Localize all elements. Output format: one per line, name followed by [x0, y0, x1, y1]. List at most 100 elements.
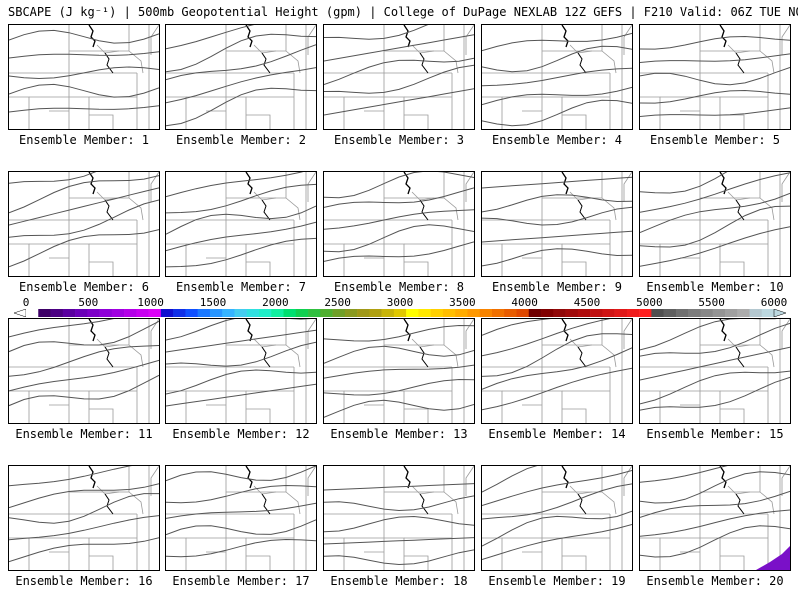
- state-border: [404, 555, 429, 570]
- state-border: [601, 491, 617, 515]
- colorbar-tick-label: 3000: [386, 296, 414, 309]
- colorbar-swatch: [148, 309, 162, 317]
- height-contour: [640, 205, 790, 248]
- state-border: [759, 491, 775, 515]
- state-border: [623, 172, 632, 202]
- height-contour: [482, 32, 632, 52]
- state-border: [166, 243, 187, 276]
- colorbar-tick-label: 2500: [324, 296, 351, 309]
- colorbar-swatch: [124, 309, 137, 317]
- state-border: [344, 96, 405, 129]
- state-border: [781, 172, 790, 202]
- state-border: [285, 50, 301, 74]
- colorbar-swatch: [332, 309, 346, 317]
- river-line: [104, 493, 114, 515]
- state-border: [344, 390, 405, 423]
- lake-shoreline: [245, 172, 253, 195]
- lake-shoreline: [403, 319, 411, 342]
- height-contour: [324, 209, 474, 230]
- state-border: [465, 319, 474, 349]
- panel-label: Ensemble Member: 11: [15, 427, 153, 441]
- colorbar-swatch: [234, 309, 248, 317]
- colorbar-max-arrow: [773, 309, 786, 317]
- state-border: [781, 319, 790, 349]
- height-contour: [9, 29, 159, 44]
- height-contour: [166, 205, 316, 235]
- colorbar-swatch: [602, 309, 615, 317]
- height-contour: [324, 187, 474, 208]
- state-border: [759, 50, 775, 74]
- lake-shoreline: [719, 466, 727, 489]
- colorbar-swatch: [565, 309, 579, 317]
- state-border: [307, 172, 316, 202]
- regional-map-icon: [9, 172, 159, 276]
- state-border: [720, 408, 745, 423]
- river-line: [261, 493, 271, 515]
- lake-shoreline: [719, 319, 727, 342]
- river-line: [419, 199, 429, 221]
- colorbar-swatch: [651, 309, 664, 317]
- colorbar-swatch: [99, 309, 113, 317]
- colorbar-swatch: [173, 309, 186, 317]
- state-border: [640, 319, 701, 368]
- height-contour: [482, 194, 632, 213]
- colorbar-swatch: [62, 309, 76, 317]
- regional-map-icon: [640, 319, 790, 423]
- colorbar-swatch: [675, 309, 689, 317]
- height-contour: [324, 57, 474, 85]
- lake-shoreline: [719, 172, 727, 195]
- lake-shoreline: [88, 25, 96, 48]
- height-contour: [166, 519, 316, 536]
- height-contour: [324, 537, 474, 545]
- state-border: [411, 191, 435, 201]
- colorbar-swatch: [577, 309, 591, 317]
- state-border: [246, 261, 271, 276]
- river-line: [577, 493, 587, 515]
- colorbar-swatch: [663, 309, 677, 317]
- height-contour: [482, 483, 632, 520]
- state-border: [246, 114, 271, 129]
- colorbar-swatch: [283, 309, 297, 317]
- height-contour: [640, 370, 790, 405]
- state-border: [166, 319, 227, 368]
- colorbar-swatch: [38, 309, 51, 317]
- state-border: [285, 197, 301, 221]
- state-border: [96, 44, 120, 54]
- colorbar-swatch: [442, 309, 456, 317]
- state-border: [482, 243, 503, 276]
- ensemble-panel-18: [323, 465, 475, 571]
- colorbar-min-arrow: [14, 309, 27, 317]
- lake-shoreline: [245, 25, 253, 48]
- height-contour: [482, 470, 632, 506]
- state-border: [569, 485, 593, 495]
- state-border: [324, 537, 345, 570]
- regional-map-icon: [482, 319, 632, 423]
- state-border: [253, 44, 277, 54]
- panel-label: Ensemble Member: 2: [175, 133, 307, 147]
- height-contour: [324, 88, 474, 116]
- height-contour: [166, 319, 312, 341]
- cape-colorbar: [14, 309, 786, 317]
- ensemble-panel-6: [8, 171, 160, 277]
- height-contour: [640, 172, 728, 194]
- height-contour: [482, 319, 611, 357]
- regional-map-icon: [324, 25, 474, 129]
- height-contour: [640, 466, 728, 483]
- height-contour: [166, 172, 304, 198]
- colorbar-tick-label: 1500: [199, 296, 227, 309]
- colorbar-swatch: [197, 309, 211, 317]
- height-contour: [482, 176, 632, 189]
- state-border: [404, 114, 429, 129]
- state-border: [720, 261, 745, 276]
- height-contour: [166, 67, 316, 104]
- panel-label: Ensemble Member: 8: [333, 280, 465, 294]
- panel-label: Ensemble Member: 7: [175, 280, 307, 294]
- state-border: [502, 96, 563, 129]
- regional-map-icon: [9, 25, 159, 129]
- colorbar-swatch: [418, 309, 431, 317]
- colorbar-swatch: [688, 309, 701, 317]
- regional-map-icon: [9, 466, 159, 570]
- colorbar-swatch: [516, 309, 530, 317]
- state-border: [623, 25, 632, 55]
- state-border: [465, 466, 474, 496]
